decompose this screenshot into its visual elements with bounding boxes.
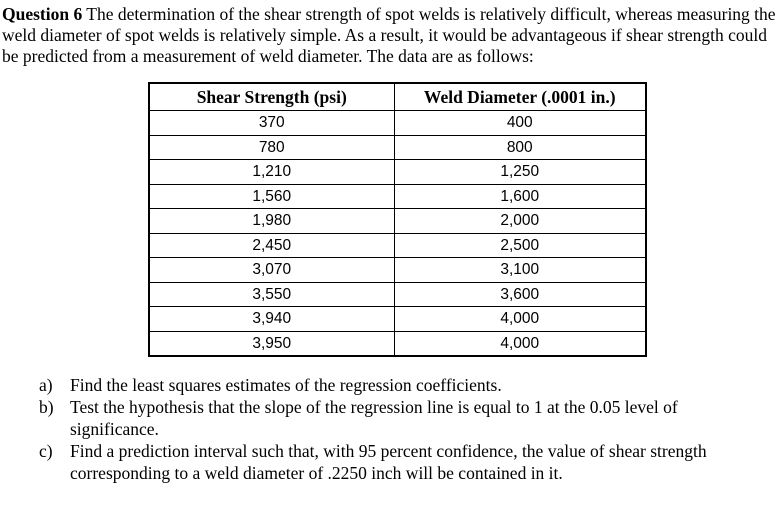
column-header-weld-diameter: Weld Diameter (.0001 in.) [393,82,647,111]
table-cell: 1,980 [148,208,395,234]
table-row: 370 400 [148,110,647,136]
table-cell: 4,000 [393,330,647,357]
sub-question-item: b) Test the hypothesis that the slope of … [39,396,779,440]
sub-question-item: c) Find a prediction interval such that, … [39,440,779,484]
table-cell: 3,550 [148,281,395,307]
sub-question-marker: c) [39,441,53,461]
table-cell: 800 [393,134,647,160]
table-row: 3,070 3,100 [148,257,647,283]
sub-question-marker: b) [39,397,54,417]
table-cell: 4,000 [393,306,647,332]
table-row: 2,450 2,500 [148,232,647,258]
sub-question-text: Test the hypothesis that the slope of th… [70,397,678,439]
table-cell: 1,560 [148,183,395,209]
table-cell: 3,950 [148,330,395,357]
table-row: 3,950 4,000 [148,330,647,357]
table-cell: 3,600 [393,281,647,307]
table-row: 3,550 3,600 [148,281,647,307]
sub-question-marker: a) [39,375,53,395]
table-cell: 780 [148,134,395,160]
question-number-label: Question 6 [2,4,83,24]
table-cell: 400 [393,110,647,136]
table-cell: 2,500 [393,232,647,258]
question-intro-text: The determination of the shear strength … [2,4,776,66]
weld-data-table: Shear Strength (psi) Weld Diameter (.000… [148,82,647,357]
table-cell: 1,600 [393,183,647,209]
table-cell: 3,100 [393,257,647,283]
document-page: Question 6 The determination of the shea… [2,4,779,484]
sub-question-text: Find a prediction interval such that, wi… [70,441,707,483]
table-row: 1,560 1,600 [148,183,647,209]
table-row: 780 800 [148,134,647,160]
table-cell: 2,000 [393,208,647,234]
column-header-shear-strength: Shear Strength (psi) [148,82,395,111]
table-row: 3,940 4,000 [148,306,647,332]
table-cell: 3,070 [148,257,395,283]
table-cell: 3,940 [148,306,395,332]
table-header-row: Shear Strength (psi) Weld Diameter (.000… [148,82,647,111]
sub-questions-list: a) Find the least squares estimates of th… [39,374,779,484]
table-row: 1,210 1,250 [148,159,647,185]
sub-question-item: a) Find the least squares estimates of th… [39,374,779,396]
table-cell: 1,210 [148,159,395,185]
table-cell: 1,250 [393,159,647,185]
table-cell: 2,450 [148,232,395,258]
table-row: 1,980 2,000 [148,208,647,234]
sub-question-text: Find the least squares estimates of the … [70,375,502,395]
table-cell: 370 [148,110,395,136]
question-intro-paragraph: Question 6 The determination of the shea… [2,4,779,67]
